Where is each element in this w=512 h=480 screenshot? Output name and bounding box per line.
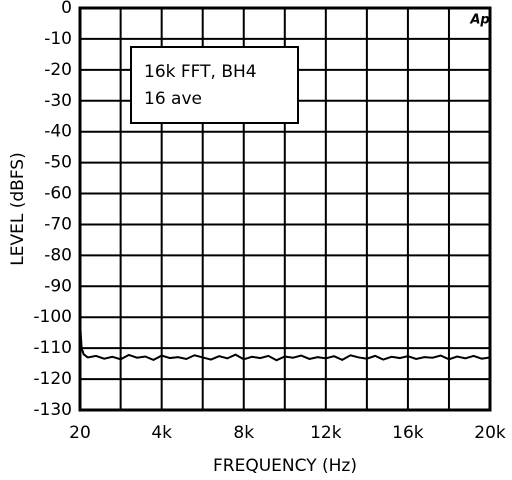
y-tick-label: -130 <box>33 400 72 420</box>
data-line <box>79 317 491 362</box>
x-tick-label: 20k <box>474 423 506 443</box>
y-tick-label: -60 <box>44 184 72 204</box>
y-axis-title: LEVEL (dBFS) <box>8 152 28 265</box>
y-tick-label: -100 <box>33 307 72 327</box>
y-tick-label: -10 <box>44 29 72 49</box>
x-tick-label: 8k <box>233 423 254 443</box>
y-tick-label: -20 <box>44 60 72 80</box>
plot-frame <box>78 6 492 412</box>
x-tick-label: 12k <box>310 423 342 443</box>
y-tick-label: 0 <box>61 0 72 18</box>
y-tick-label: -120 <box>33 369 72 389</box>
y-tick-label: -30 <box>44 91 72 111</box>
annotation-text: 16 ave <box>144 89 202 109</box>
y-tick-label: -40 <box>44 122 72 142</box>
x-tick-label: 16k <box>392 423 424 443</box>
y-tick-label: -70 <box>44 214 72 234</box>
annotation-box <box>130 46 299 124</box>
x-tick-label: 4k <box>151 423 172 443</box>
y-tick-label: -90 <box>44 276 72 296</box>
y-tick-label: -110 <box>33 338 72 358</box>
y-tick-label: -80 <box>44 245 72 265</box>
x-tick-label: 20 <box>69 423 91 443</box>
x-axis-title: FREQUENCY (Hz) <box>213 456 357 476</box>
annotation-text: 16k FFT, BH4 <box>144 62 257 82</box>
logo: Ap <box>469 13 489 28</box>
y-tick-label: -50 <box>44 153 72 173</box>
